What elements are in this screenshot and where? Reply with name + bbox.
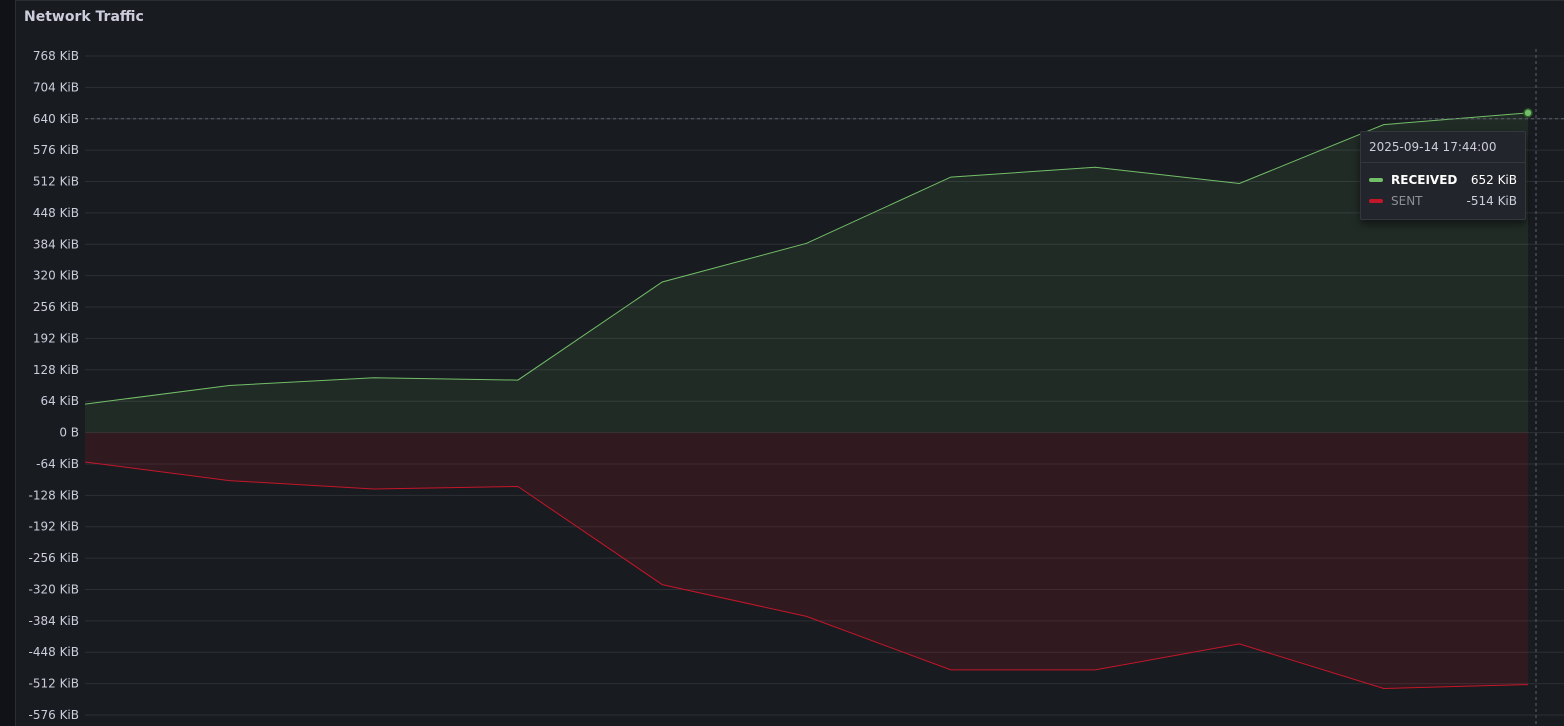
y-tick-label: 640 KiB <box>33 112 79 126</box>
y-tick-label: 0 B <box>59 426 79 440</box>
received-series-line[interactable] <box>84 112 1529 405</box>
y-tick-label: -384 KiB <box>29 614 79 628</box>
network-traffic-panel: Network Traffic 768 KiB 704 KiB 640 KiB 576… <box>15 0 1564 726</box>
y-tick-label: 704 KiB <box>33 80 79 94</box>
sent-swatch <box>1369 199 1383 203</box>
y-tick-label: 768 KiB <box>33 49 79 63</box>
received-swatch <box>1369 178 1383 182</box>
y-tick-label: 384 KiB <box>33 237 79 251</box>
sent-series-line[interactable] <box>84 461 1529 690</box>
tooltip-series-value: -514 KiB <box>1466 194 1517 208</box>
y-tick-label: 576 KiB <box>33 143 79 157</box>
hover-tooltip: 2025-09-14 17:44:00 RECEIVED 652 KiB SEN… <box>1360 131 1526 220</box>
panel-title[interactable]: Network Traffic <box>24 9 144 25</box>
y-tick-label: 256 KiB <box>33 300 79 314</box>
tooltip-series-name: SENT <box>1391 194 1423 208</box>
tooltip-row-received: RECEIVED 652 KiB <box>1369 172 1517 188</box>
grid-layer <box>85 55 1564 716</box>
tooltip-timestamp: 2025-09-14 17:44:00 <box>1369 140 1497 154</box>
y-axis: 768 KiB 704 KiB 640 KiB 576 KiB 512 KiB 448 K… <box>29 49 79 722</box>
y-tick-label: -576 KiB <box>29 708 79 722</box>
y-tick-label: 320 KiB <box>33 269 79 283</box>
y-tick-label: -512 KiB <box>29 677 79 691</box>
y-tick-label: -128 KiB <box>29 488 79 502</box>
y-tick-label: -320 KiB <box>29 582 79 596</box>
y-tick-label: 192 KiB <box>33 331 79 345</box>
tooltip-series-name: RECEIVED <box>1391 173 1458 187</box>
network-traffic-chart[interactable]: 768 KiB 704 KiB 640 KiB 576 KiB 512 KiB 448 K… <box>16 1 1564 726</box>
hover-cursor <box>85 49 1564 726</box>
tooltip-series-value: 652 KiB <box>1470 173 1517 187</box>
y-tick-label: 448 KiB <box>33 206 79 220</box>
y-tick-label: 128 KiB <box>33 363 79 377</box>
y-tick-label: -192 KiB <box>29 520 79 534</box>
hover-point-marker <box>1523 108 1533 118</box>
y-tick-label: -256 KiB <box>29 551 79 565</box>
y-tick-label: -448 KiB <box>29 645 79 659</box>
y-tick-label: 64 KiB <box>40 394 79 408</box>
y-tick-label: -64 KiB <box>36 457 79 471</box>
area-layer <box>85 112 1528 689</box>
tooltip-divider <box>1361 162 1525 163</box>
tooltip-row-sent: SENT -514 KiB <box>1369 193 1517 209</box>
line-layer <box>84 112 1529 690</box>
y-tick-label: 512 KiB <box>33 175 79 189</box>
sent-area <box>85 432 1528 689</box>
received-area <box>85 112 1528 433</box>
